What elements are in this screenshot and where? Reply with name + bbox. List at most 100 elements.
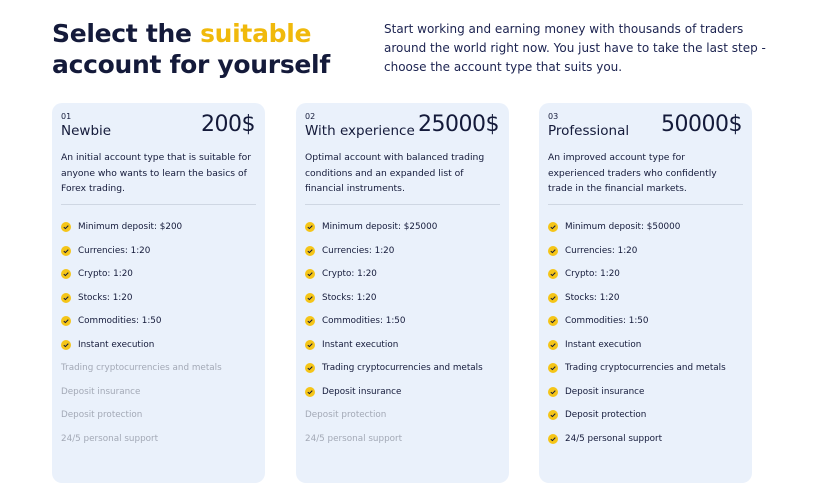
check-icon <box>305 339 315 350</box>
card-price: 200$ <box>201 112 256 137</box>
feature-text: Trading cryptocurrencies and metals <box>61 363 222 373</box>
feature-text: 24/5 personal support <box>61 433 159 444</box>
feature: Instant execution <box>305 338 398 352</box>
feature: Stocks: 1:20 <box>61 291 132 305</box>
check-icon <box>548 316 558 326</box>
feature-text: 24/5 personal support <box>565 433 663 444</box>
feature-text: Currencies: 1:20 <box>322 245 395 256</box>
account-card[interactable]: 02 With experience 25000$ Optimal account w… <box>296 103 509 483</box>
check-icon <box>548 410 558 420</box>
feature: Minimum deposit: $50000 <box>548 220 680 234</box>
feature-text: Commodities: 1:50 <box>78 316 162 326</box>
feature: Deposit insurance <box>548 385 644 399</box>
feature-text: Deposit protection <box>305 410 387 420</box>
feature-text: Deposit insurance <box>61 386 141 397</box>
feature-text: Currencies: 1:20 <box>565 245 638 256</box>
feature: Deposit insurance <box>61 385 140 399</box>
check-icon <box>61 269 71 279</box>
feature-text: Trading cryptocurrencies and metals <box>322 363 483 373</box>
check-icon <box>305 386 315 397</box>
feature-text: Instant execution <box>322 339 399 350</box>
feature-text: Trading cryptocurrencies and metals <box>565 363 726 373</box>
account-card[interactable]: 01 Newbie 200$ An initial account type that… <box>52 103 265 483</box>
feature: Instant execution <box>548 338 641 352</box>
feature-text: Crypto: 1:20 <box>565 269 620 279</box>
feature-text: Stocks: 1:20 <box>565 292 620 303</box>
feature: Minimum deposit: $200 <box>61 220 182 234</box>
feature-text: Crypto: 1:20 <box>78 269 133 279</box>
page: Select the suitable account for yourself … <box>52 18 766 483</box>
feature: 24/5 personal support <box>305 432 402 446</box>
feature: Trading cryptocurrencies and metals <box>61 361 222 375</box>
card-price: 50000$ <box>661 112 742 137</box>
check-icon <box>61 245 71 256</box>
feature: 24/5 personal support <box>548 432 662 446</box>
check-icon <box>548 245 558 256</box>
feature: Crypto: 1:20 <box>305 267 377 281</box>
card-name: With experience <box>305 123 415 139</box>
check-icon <box>61 292 71 303</box>
title-highlight: suitable <box>200 19 312 48</box>
check-icon <box>548 386 558 397</box>
check-icon <box>548 433 558 444</box>
feature: Minimum deposit: $25000 <box>305 220 437 234</box>
feature: Commodities: 1:50 <box>305 314 405 328</box>
feature-text: Deposit protection <box>565 410 647 420</box>
card-description: Optimal account with balanced trading co… <box>305 152 485 194</box>
heading: Select the suitable account for yourself <box>52 18 330 80</box>
feature-text: Instant execution <box>78 339 155 350</box>
check-icon <box>305 245 315 256</box>
check-icon <box>61 339 71 350</box>
feature-text: Deposit protection <box>61 410 143 420</box>
feature: Commodities: 1:50 <box>548 314 648 328</box>
check-icon <box>548 222 558 232</box>
feature: Currencies: 1:20 <box>548 244 637 258</box>
feature-text: Instant execution <box>565 339 642 350</box>
feature-text: Stocks: 1:20 <box>322 292 377 303</box>
check-icon <box>305 222 315 232</box>
card-number: 01 <box>61 112 72 121</box>
card-description: An improved account type for experienced… <box>548 152 717 194</box>
feature: Stocks: 1:20 <box>305 291 376 305</box>
feature: Deposit protection <box>61 408 142 422</box>
feature: 24/5 personal support <box>61 432 158 446</box>
feature: Deposit protection <box>305 408 386 422</box>
feature-text: 24/5 personal support <box>305 433 403 444</box>
feature-text: Deposit insurance <box>322 386 402 397</box>
card-name: Professional <box>548 123 630 139</box>
feature-text: Deposit insurance <box>565 386 645 397</box>
feature: Commodities: 1:50 <box>61 314 161 328</box>
feature: Crypto: 1:20 <box>548 267 620 281</box>
check-icon <box>305 316 315 326</box>
feature-text: Commodities: 1:50 <box>322 316 406 326</box>
intro: Start working and earning money with tho… <box>384 22 766 74</box>
feature: Currencies: 1:20 <box>305 244 394 258</box>
check-icon <box>548 363 558 373</box>
title-start: Select the <box>52 19 192 48</box>
divider <box>61 204 256 205</box>
check-icon <box>305 269 315 279</box>
card-description: An initial account type that is suitable… <box>61 152 252 194</box>
feature: Trading cryptocurrencies and metals <box>305 361 483 375</box>
feature: Currencies: 1:20 <box>61 244 150 258</box>
check-icon <box>548 339 558 350</box>
card-number: 03 <box>548 112 559 121</box>
feature: Crypto: 1:20 <box>61 267 133 281</box>
account-card[interactable]: 03 Professional 50000$ An improved account … <box>539 103 752 483</box>
feature-text: Commodities: 1:50 <box>565 316 649 326</box>
check-icon <box>548 269 558 279</box>
feature: Deposit insurance <box>305 385 401 399</box>
divider <box>548 204 743 205</box>
feature-text: Minimum deposit: $25000 <box>322 222 438 232</box>
feature: Deposit protection <box>548 408 646 422</box>
check-icon <box>61 316 71 326</box>
feature-text: Stocks: 1:20 <box>78 292 133 303</box>
feature: Instant execution <box>61 338 154 352</box>
card-price: 25000$ <box>418 112 499 137</box>
check-icon <box>548 292 558 303</box>
feature: Stocks: 1:20 <box>548 291 619 305</box>
divider <box>305 204 500 205</box>
check-icon <box>61 222 71 232</box>
card-name: Newbie <box>61 123 112 139</box>
feature-text: Minimum deposit: $200 <box>78 222 183 232</box>
